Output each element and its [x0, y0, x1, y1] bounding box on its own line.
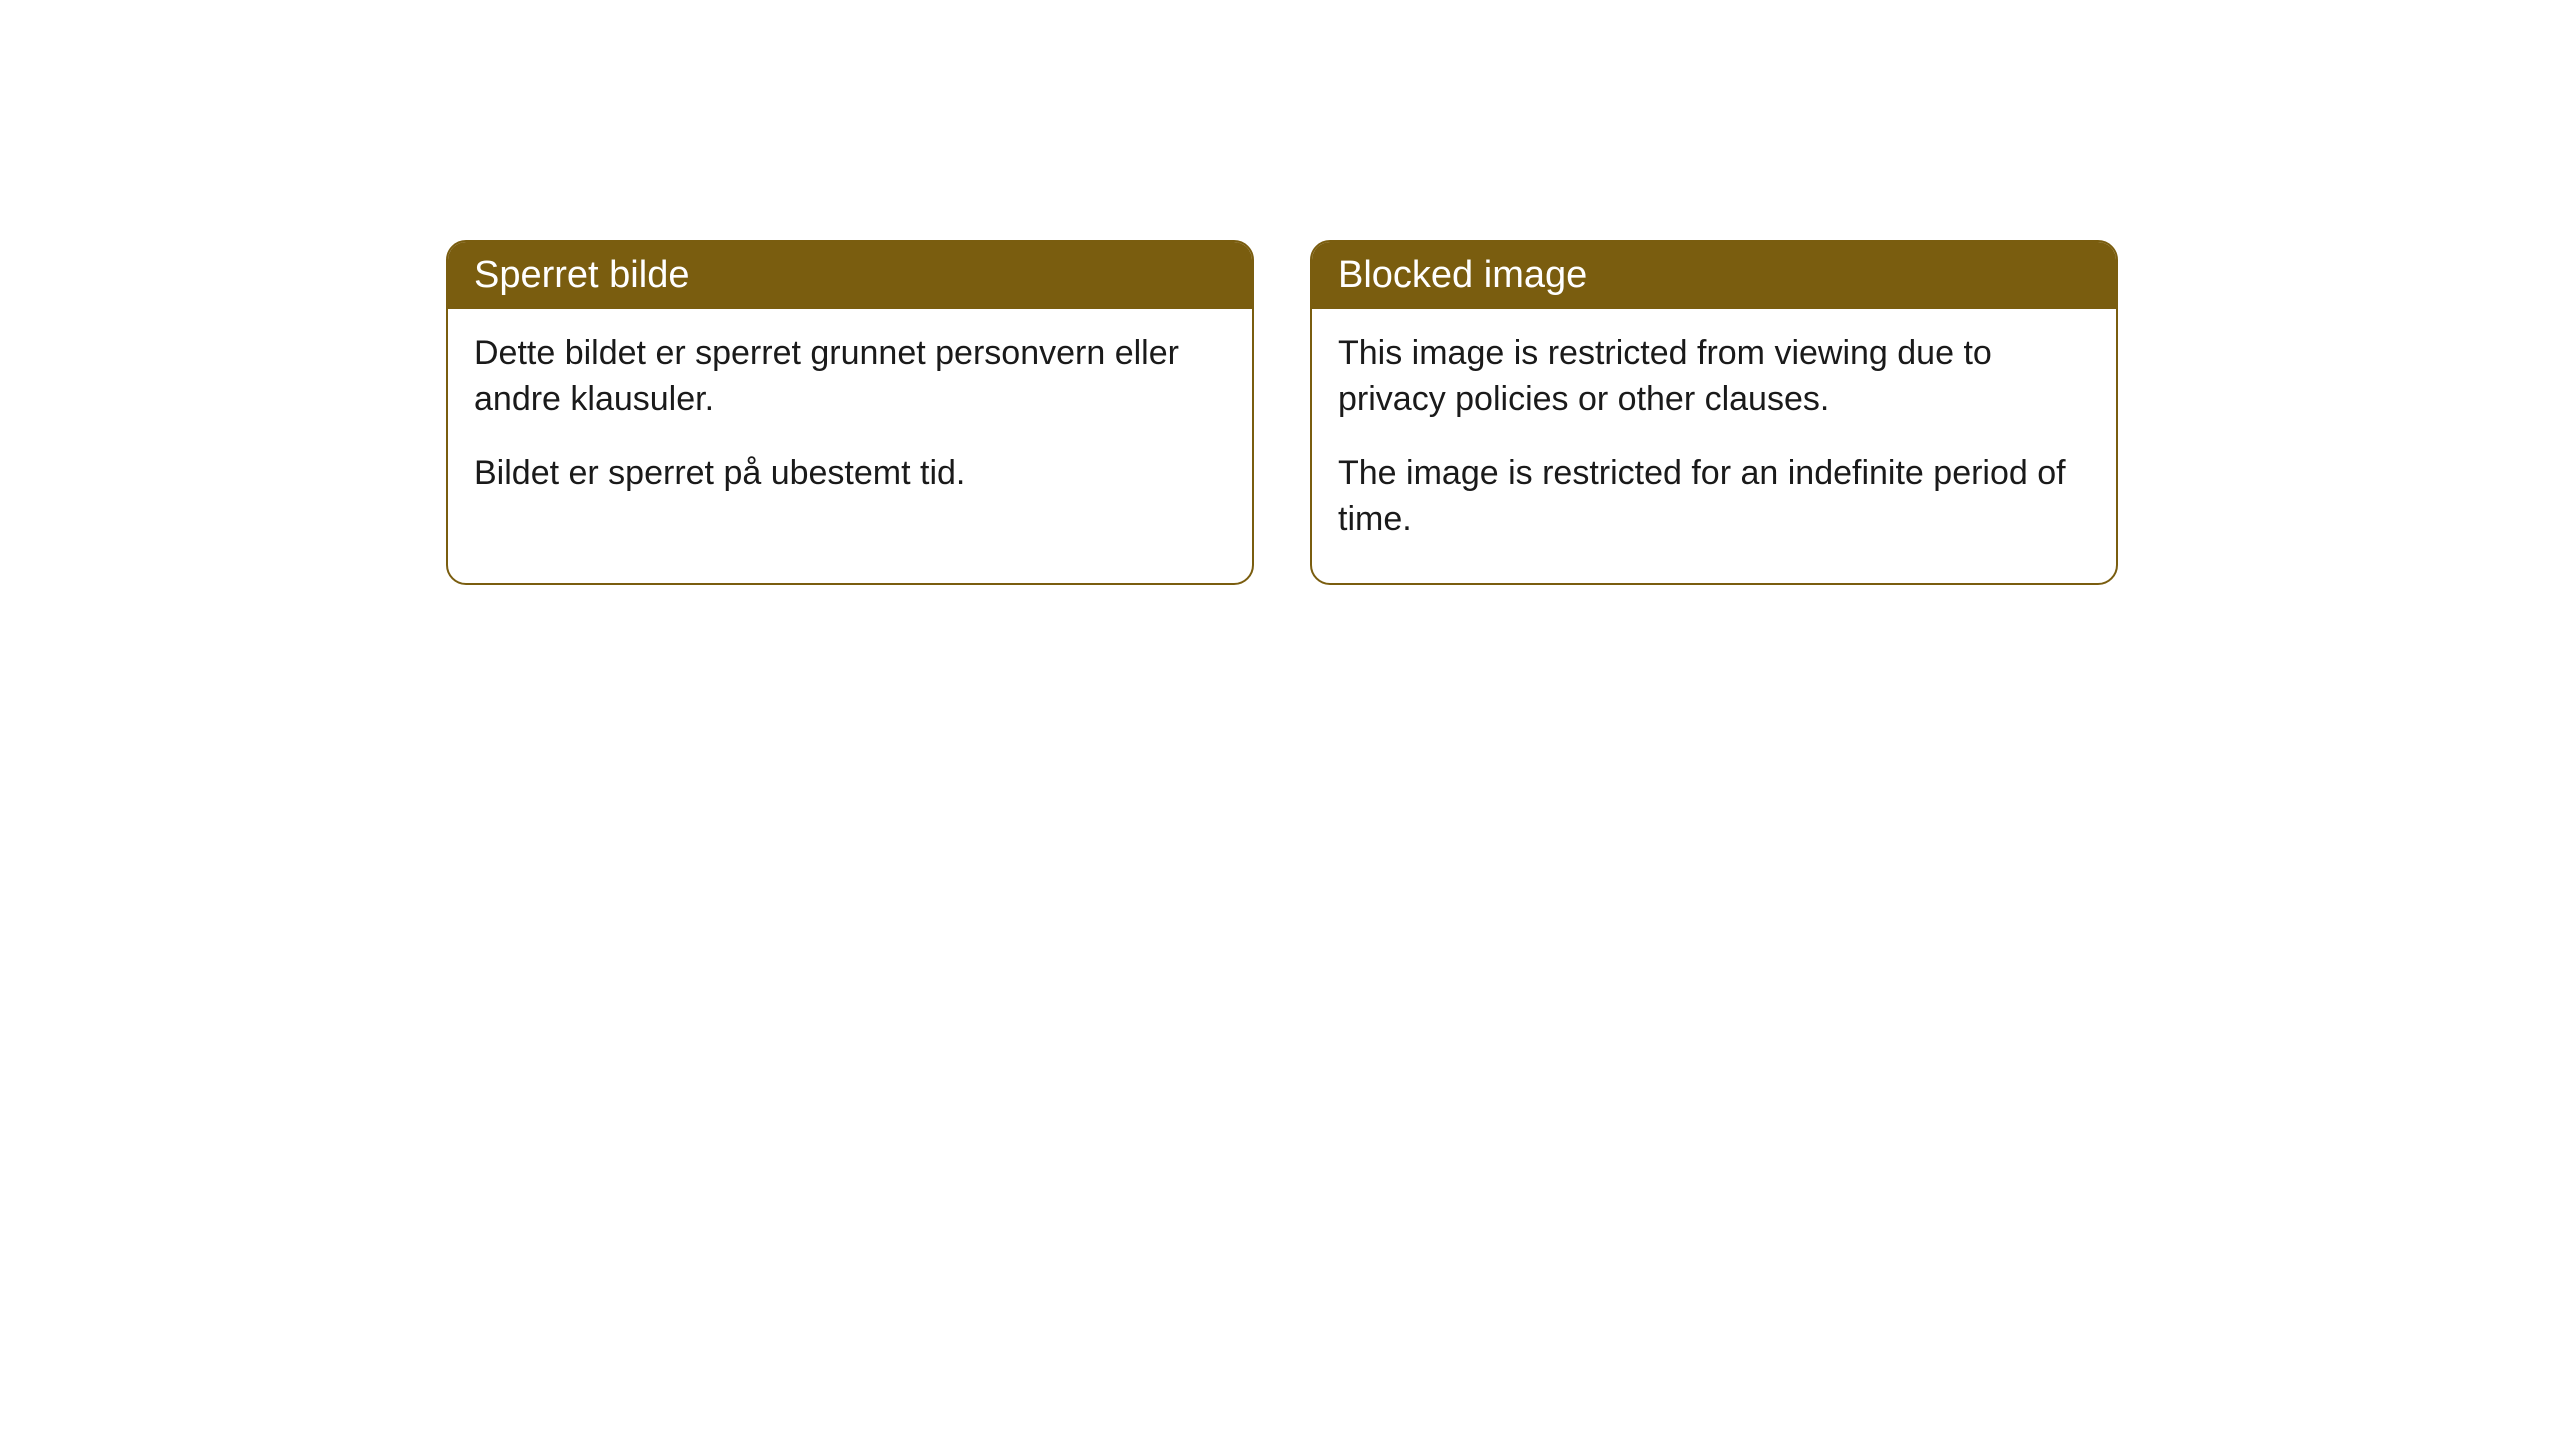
card-body-norwegian: Dette bildet er sperret grunnet personve…	[448, 309, 1252, 537]
card-paragraph-2-english: The image is restricted for an indefinit…	[1338, 451, 2090, 543]
card-title-english: Blocked image	[1338, 254, 1587, 296]
card-paragraph-2-norwegian: Bildet er sperret på ubestemt tid.	[474, 451, 1226, 497]
card-header-english: Blocked image	[1312, 242, 2116, 309]
card-header-norwegian: Sperret bilde	[448, 242, 1252, 309]
card-paragraph-1-norwegian: Dette bildet er sperret grunnet personve…	[474, 331, 1226, 423]
card-title-norwegian: Sperret bilde	[474, 254, 689, 296]
blocked-image-card-norwegian: Sperret bilde Dette bildet er sperret gr…	[446, 240, 1254, 585]
notice-container: Sperret bilde Dette bildet er sperret gr…	[446, 240, 2118, 585]
card-body-english: This image is restricted from viewing du…	[1312, 309, 2116, 583]
blocked-image-card-english: Blocked image This image is restricted f…	[1310, 240, 2118, 585]
card-paragraph-1-english: This image is restricted from viewing du…	[1338, 331, 2090, 423]
